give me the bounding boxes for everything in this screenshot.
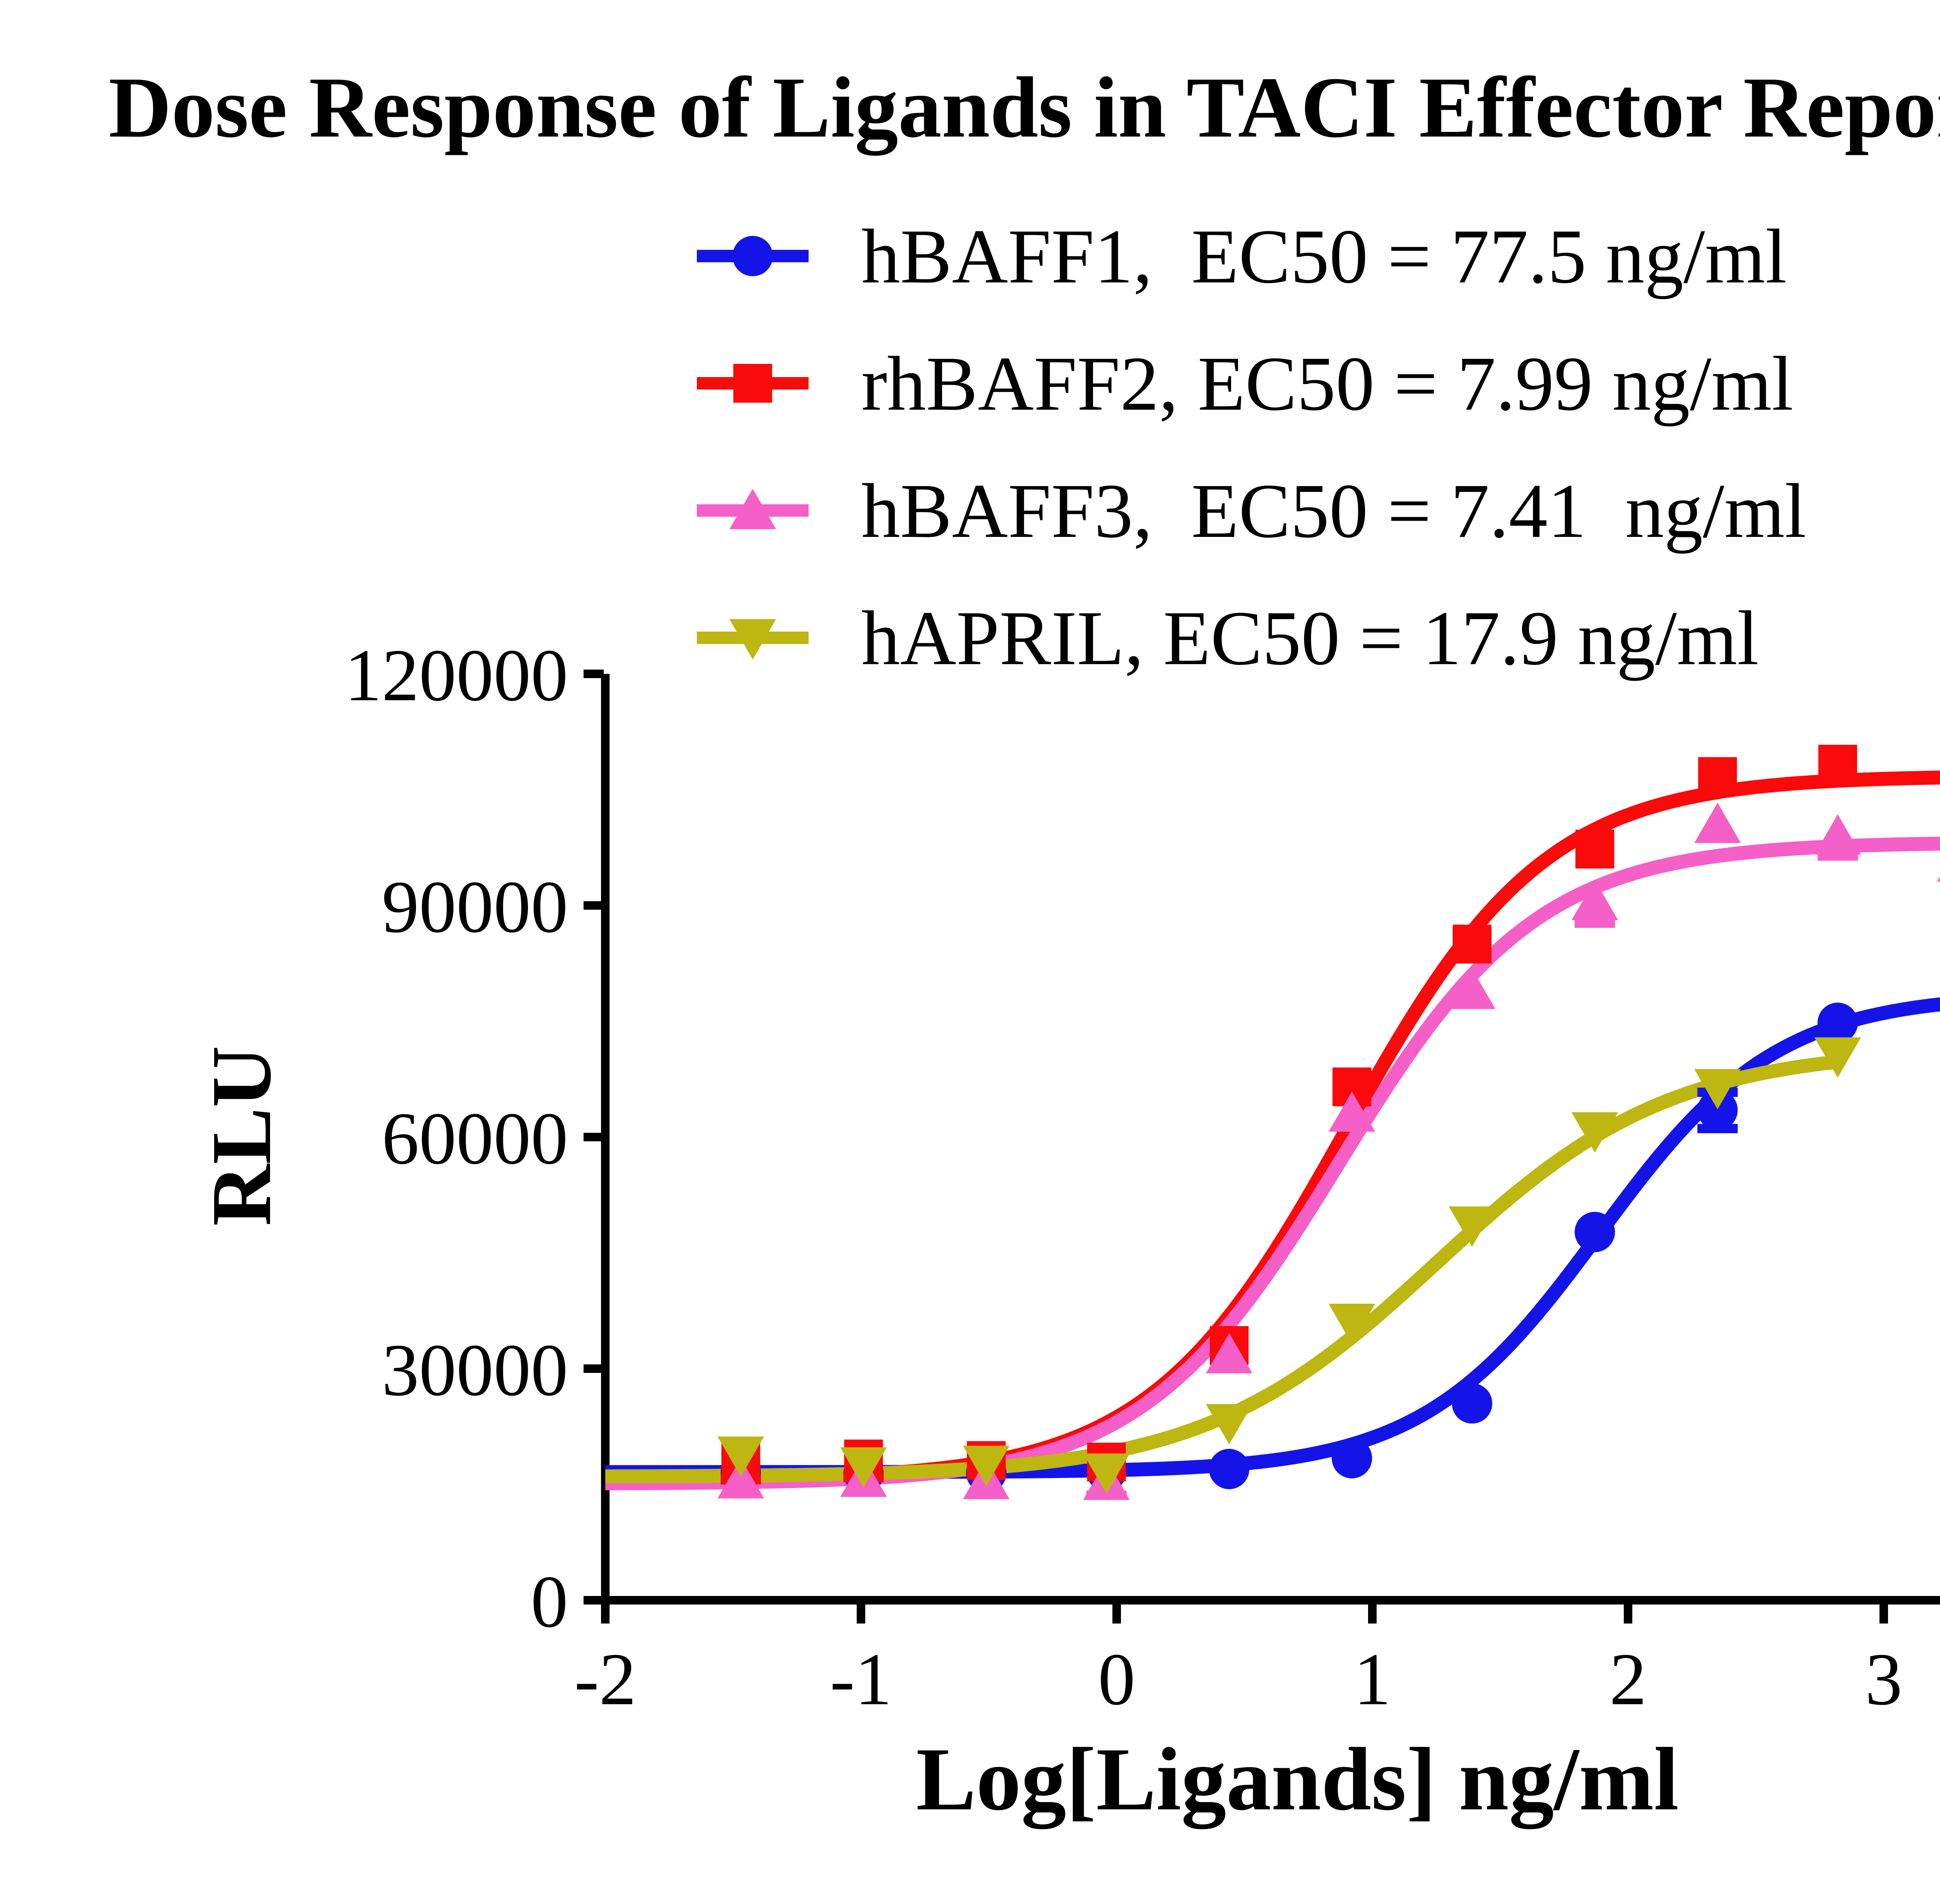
data-point-circle: [1697, 1090, 1738, 1130]
legend-marker-shape: [733, 236, 773, 276]
data-point-triangle-down: [1814, 1037, 1861, 1078]
y-tick-label: 120000: [345, 634, 568, 717]
x-axis-ticks: -2 -1 0 1 2 3: [574, 1602, 1902, 1721]
x-tick-label: -1: [830, 1638, 892, 1721]
data-point-square: [1453, 924, 1492, 964]
legend-label-rhbaff2: rhBAFF2, EC50 = 7.99 ng/ml: [861, 340, 1793, 427]
x-tick-label: 2: [1609, 1638, 1647, 1721]
data-point-circle: [1452, 1383, 1493, 1424]
x-tick-label: -2: [574, 1638, 636, 1721]
data-point-triangle-down: [1206, 1404, 1252, 1445]
data-point-triangle-down: [1329, 1303, 1375, 1344]
y-tick-label: 60000: [382, 1097, 568, 1180]
legend: hBAFF1, EC50 = 77.5 ng/ml rhBAFF2, EC50 …: [691, 192, 1806, 701]
legend-marker-triangle-up-icon: [697, 489, 809, 529]
data-point-triangle-down: [717, 1436, 764, 1477]
legend-label-hbaff3: hBAFF3, EC50 = 7.41 ng/ml: [861, 467, 1807, 554]
circle-icon: [733, 236, 773, 276]
legend-item-hbaff1: hBAFF1, EC50 = 77.5 ng/ml: [691, 192, 1806, 320]
legend-marker-circle-icon: [697, 236, 809, 276]
y-tick-label: 30000: [382, 1329, 568, 1411]
triangle-up-icon: [729, 489, 776, 529]
legend-marker-shape: [733, 364, 772, 403]
data-point-triangle-down: [963, 1445, 1010, 1486]
y-axis-ticks: 0 30000 60000 90000 120000: [345, 634, 604, 1643]
legend-label-hbaff1: hBAFF1, EC50 = 77.5 ng/ml: [861, 213, 1787, 299]
legend-marker-shape: [729, 489, 776, 529]
data-point-triangle-up: [1449, 968, 1496, 1009]
data-point-square: [1575, 829, 1614, 869]
legend-item-hapril: hAPRIL, EC50 = 17.9 ng/ml: [691, 574, 1806, 701]
x-tick-label: 1: [1354, 1638, 1391, 1721]
data-point-triangle-down: [840, 1447, 887, 1488]
legend-item-hbaff3: hBAFF3, EC50 = 7.41 ng/ml: [691, 447, 1806, 574]
data-point-triangle-up: [1937, 876, 1940, 882]
y-tick-label: 0: [531, 1560, 568, 1643]
data-point-circle: [1332, 1438, 1372, 1478]
data-point-triangle-down: [1694, 1069, 1741, 1110]
legend-marker-square-icon: [697, 364, 809, 403]
data-point-triangle-up: [1206, 1333, 1252, 1374]
square-icon: [733, 364, 772, 403]
data-point-square: [1818, 744, 1857, 784]
rhBAFF2-fit-curve: [603, 770, 1940, 1487]
y-tick-label: 90000: [382, 865, 568, 948]
data-point-triangle-down: [1083, 1453, 1130, 1494]
triangle-down-icon: [729, 619, 776, 659]
data-point-triangle-up: [1814, 814, 1861, 855]
data-point-triangle-up: [717, 1458, 764, 1499]
data-point-triangle-down: [1449, 1206, 1496, 1247]
data-point-triangle-up: [1571, 880, 1618, 921]
legend-marker-triangle-down-icon: [697, 619, 809, 659]
legend-marker-shape: [729, 619, 776, 659]
data-point-circle: [1817, 1002, 1858, 1043]
x-tick-label: 3: [1865, 1638, 1902, 1721]
legend-label-hapril: hAPRIL, EC50 = 17.9 ng/ml: [861, 594, 1759, 681]
data-point-triangle-down: [1571, 1112, 1618, 1153]
hAPRIL-points: [717, 1037, 1861, 1494]
legend-item-rhbaff2: rhBAFF2, EC50 = 7.99 ng/ml: [691, 320, 1806, 447]
x-axis-title: Log[Ligands] ng/ml: [916, 1729, 1679, 1830]
data-point-triangle-up: [1694, 803, 1741, 843]
x-tick-label: 0: [1098, 1638, 1135, 1721]
data-point-triangle-up: [1329, 1091, 1375, 1132]
chart-title: Dose Response of Ligands in TACI Effecto…: [109, 61, 1940, 157]
data-point-square: [1698, 757, 1737, 796]
data-point-circle: [1209, 1449, 1249, 1489]
data-point-circle: [1575, 1212, 1615, 1252]
